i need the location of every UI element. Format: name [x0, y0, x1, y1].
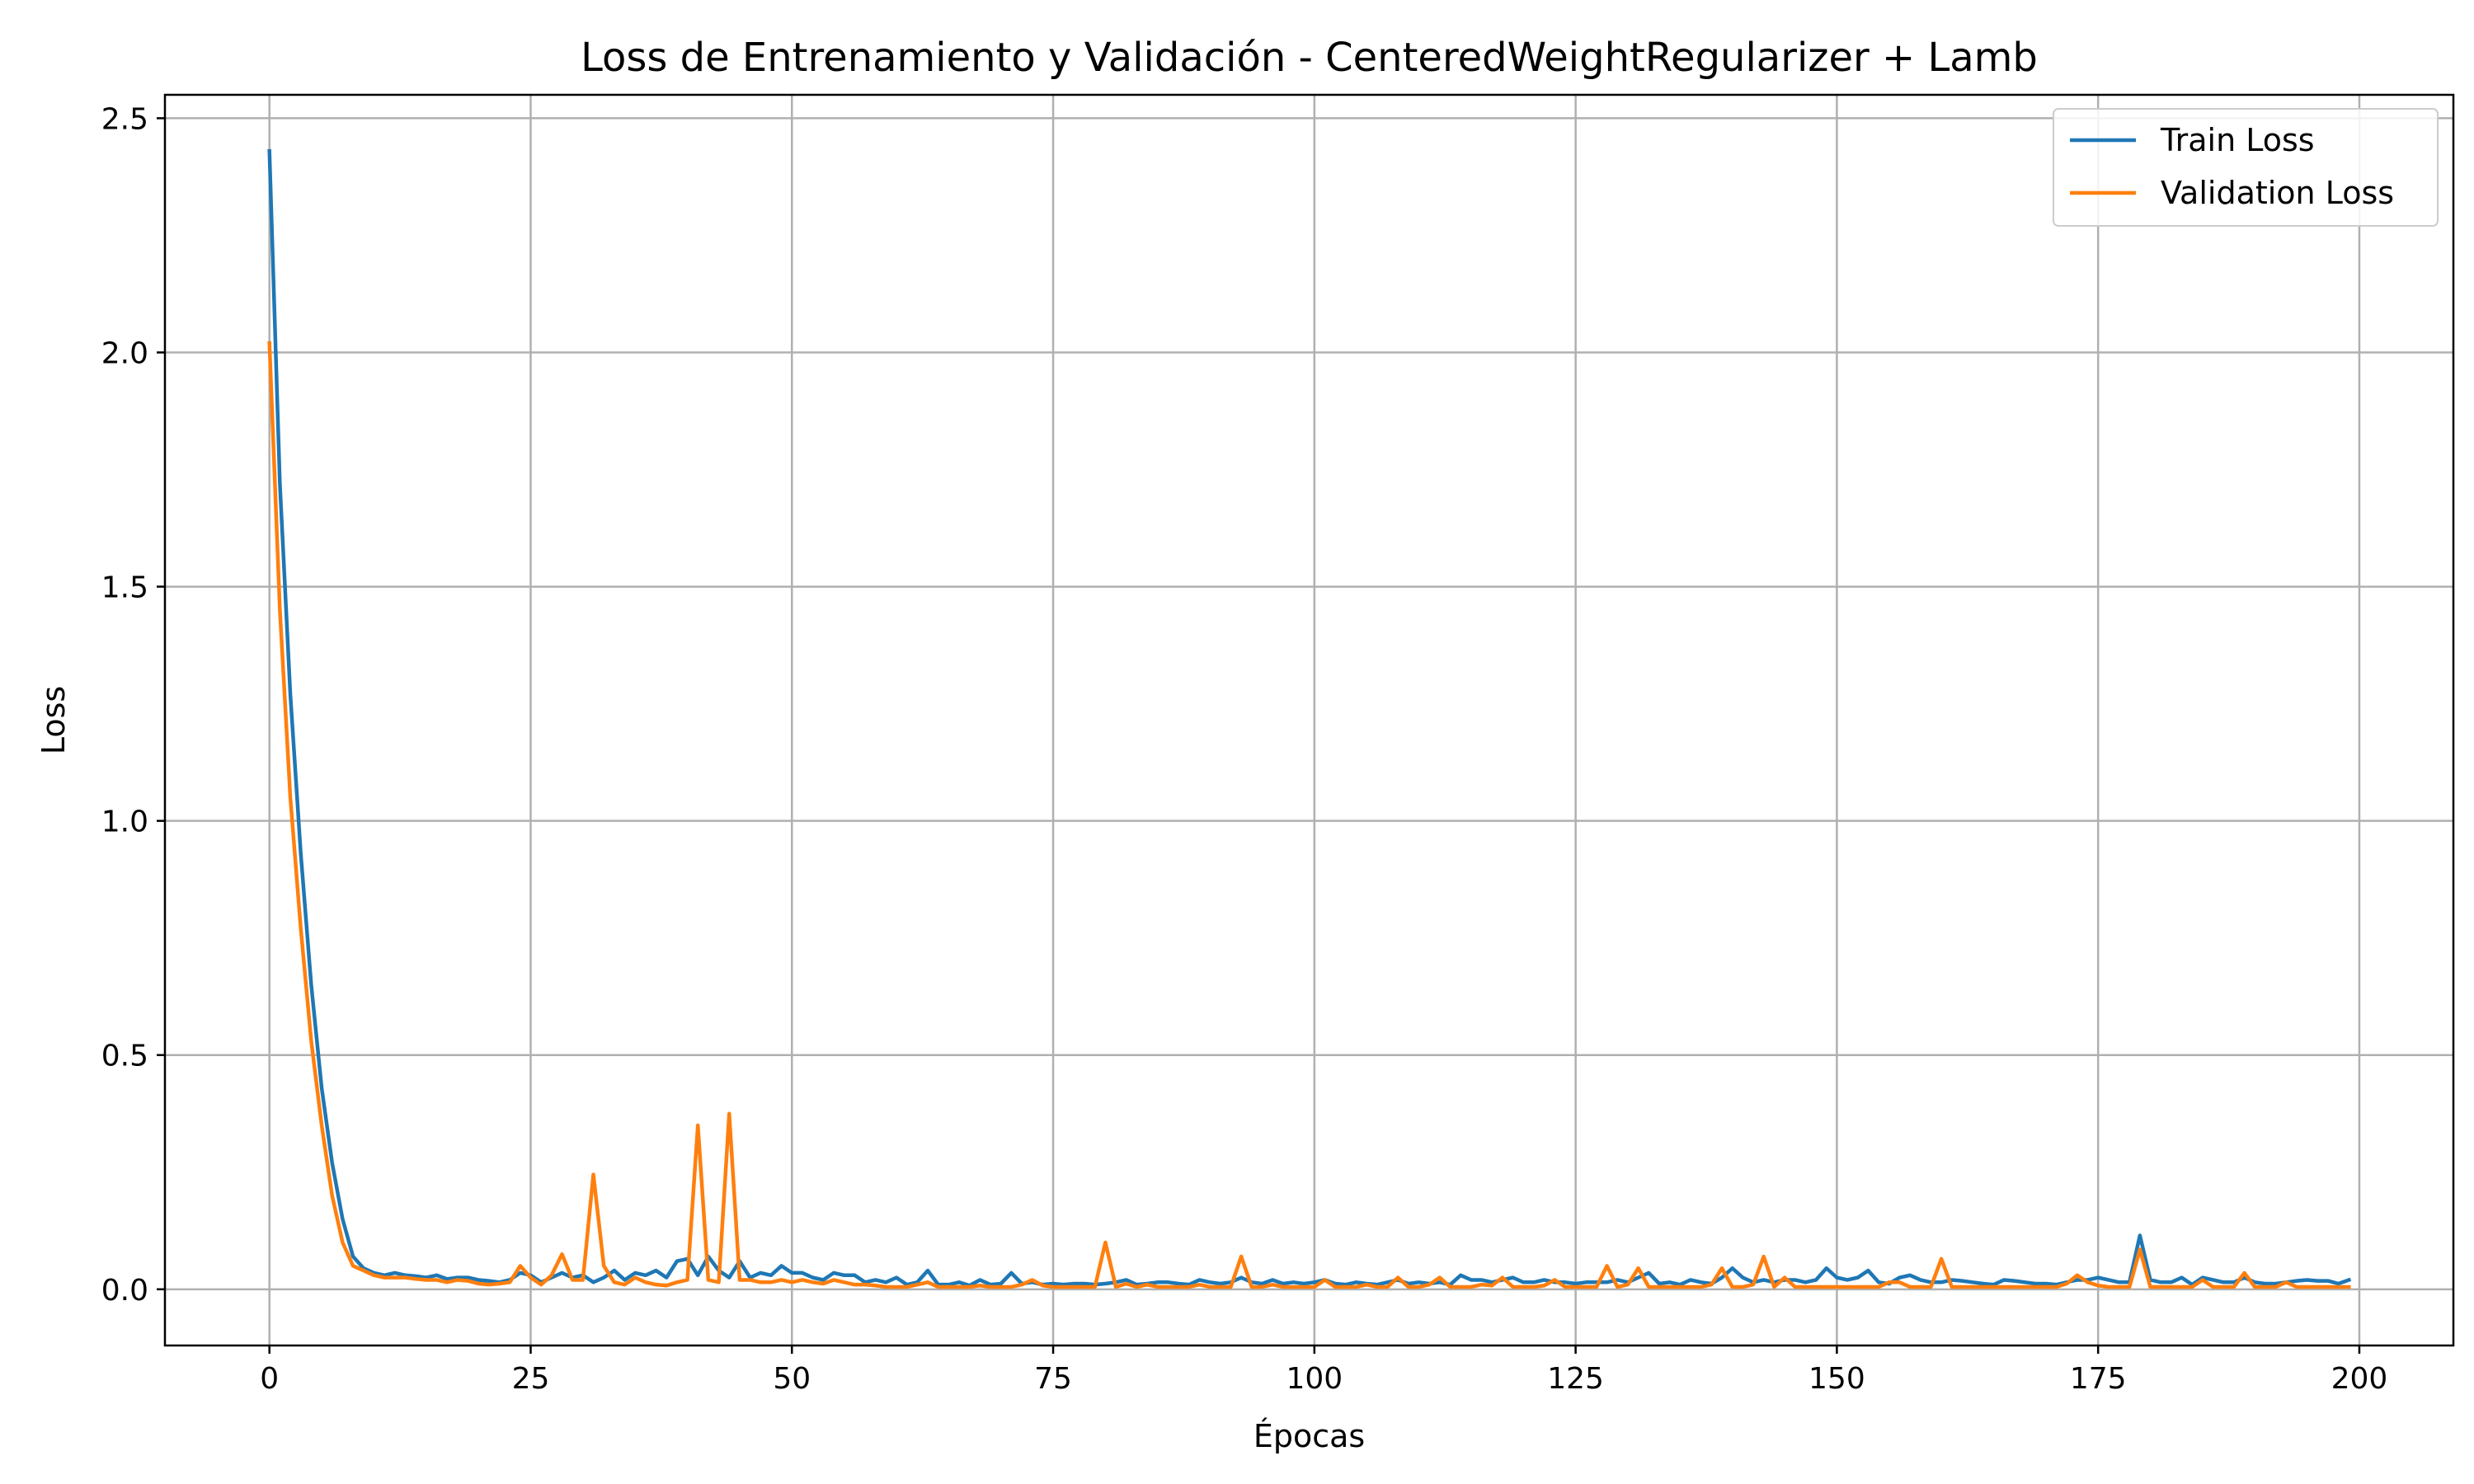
x-tick-label: 100: [1286, 1362, 1343, 1396]
y-tick-label: 2.5: [101, 102, 148, 136]
x-tick-label: 125: [1547, 1362, 1604, 1396]
y-tick-label: 2.0: [101, 336, 148, 370]
legend-box: [2053, 108, 2439, 227]
x-tick-label: 0: [260, 1362, 279, 1396]
series-lines: [267, 148, 2352, 1289]
y-tick-label: 1.0: [101, 805, 148, 839]
legend-label-train-loss: Train Loss: [2160, 122, 2315, 158]
x-tick-label: 75: [1034, 1362, 1072, 1396]
axis-ticks: 0 25 50 75 100 125 150 175 200 0.0 0.5 1.0 1.5 2.0 2.5: [101, 102, 2388, 1396]
x-tick-label: 25: [512, 1362, 550, 1396]
y-tick-label: 0.5: [101, 1040, 148, 1073]
series-line-validation-loss: [267, 340, 2351, 1289]
x-tick-label: 175: [2070, 1362, 2127, 1396]
x-tick-label: 150: [1808, 1362, 1865, 1396]
x-axis-label: Épocas: [1253, 1418, 1365, 1454]
y-tick-label: 1.5: [101, 571, 148, 605]
y-tick-label: 0.0: [101, 1274, 148, 1308]
grid: [165, 95, 2453, 1345]
legend: Train Loss Validation Loss: [2053, 108, 2439, 227]
series-line-train-loss: [267, 148, 2352, 1288]
x-tick-label: 200: [2331, 1362, 2388, 1396]
y-axis-label: Loss: [35, 686, 72, 754]
chart-title: Loss de Entrenamiento y Validación - Cen…: [581, 35, 2038, 81]
legend-label-validation-loss: Validation Loss: [2161, 175, 2394, 211]
plot-frame: [163, 93, 2455, 1347]
x-tick-label: 50: [773, 1362, 811, 1396]
